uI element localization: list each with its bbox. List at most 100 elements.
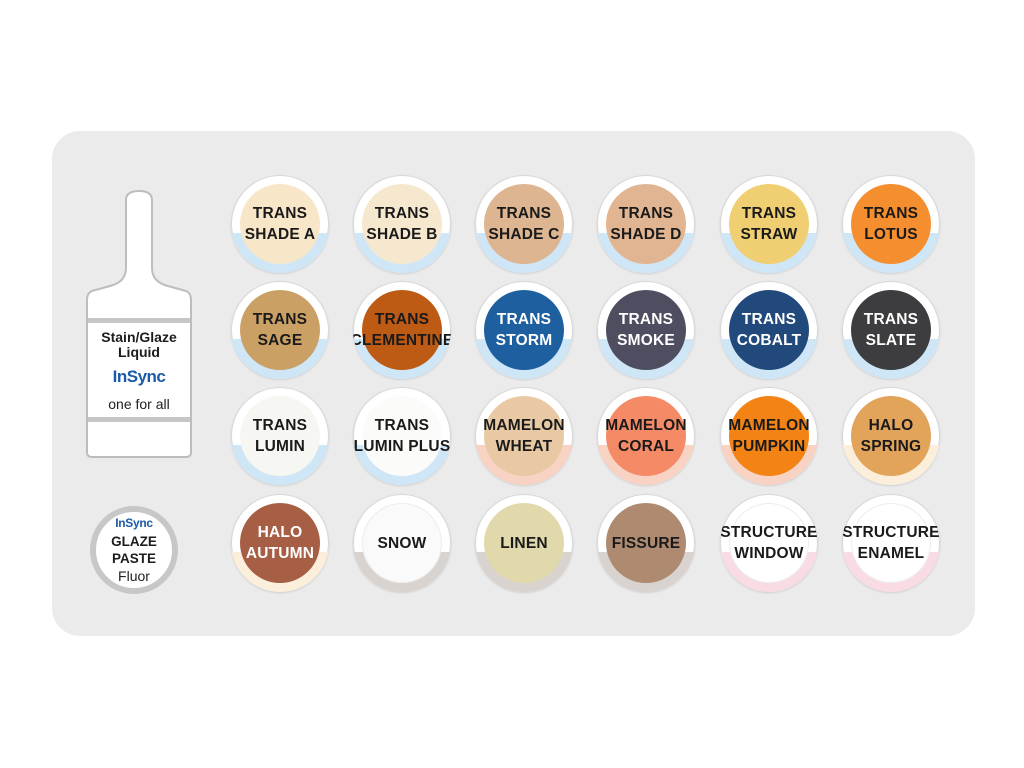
stain-well-label: TRANS SLATE	[842, 281, 940, 379]
stain-well-trans-storm[interactable]: TRANS STORM	[475, 281, 573, 379]
stain-name-line: TRANS	[863, 311, 919, 328]
stain-name-line: PUMPKIN	[732, 438, 806, 455]
paste-brand-logo: InSync	[115, 516, 153, 530]
stain-color-swatch	[729, 290, 809, 370]
stain-name-line: TRANS	[496, 311, 552, 328]
stain-name-line: TRANS	[741, 311, 797, 328]
stain-name-line: SNOW	[377, 534, 427, 552]
stain-well-label: TRANS SHADE C	[475, 175, 573, 273]
stain-color-swatch	[606, 396, 686, 476]
stain-name-line: LOTUS	[864, 226, 918, 243]
stain-well-label: TRANS STRAW	[720, 175, 818, 273]
stain-color-swatch	[484, 503, 564, 583]
stain-color-swatch	[606, 290, 686, 370]
stain-well-trans-lumin[interactable]: TRANS LUMIN	[231, 387, 329, 485]
stain-name-line: HALO	[257, 524, 303, 541]
stain-name-line: LUMIN PLUS	[353, 438, 451, 455]
stain-name-line: TRANS	[618, 311, 674, 328]
stain-well-trans-lumin-plus[interactable]: TRANS LUMIN PLUS	[353, 387, 451, 485]
stain-well-label: TRANS SHADE A	[231, 175, 329, 273]
stain-well-label: STRUCTURE ENAMEL	[842, 494, 940, 592]
stain-well-trans-shade-a[interactable]: TRANS SHADE A	[231, 175, 329, 273]
stain-color-swatch	[851, 184, 931, 264]
stain-name-line: LUMIN	[254, 438, 306, 455]
stain-well-label: LINEN	[475, 494, 573, 592]
stain-well-label: MAMELON WHEAT	[475, 387, 573, 485]
stain-well-label: TRANS LUMIN PLUS	[353, 387, 451, 485]
stain-well-label: TRANS CLEMENTINE	[353, 281, 451, 379]
stain-well-label: TRANS STORM	[475, 281, 573, 379]
paste-label-fluor: Fluor	[118, 568, 150, 584]
stain-color-swatch	[362, 503, 442, 583]
stain-well-label: TRANS SMOKE	[597, 281, 695, 379]
stain-color-swatch	[606, 503, 686, 583]
stain-well-structure-window[interactable]: STRUCTURE WINDOW	[720, 494, 818, 592]
stain-name-line: SHADE B	[366, 226, 438, 243]
stain-well-halo-autumn[interactable]: HALO AUTUMN	[231, 494, 329, 592]
stain-glaze-liquid-vial[interactable]: Stain/Glaze Liquid InSync one for all	[86, 190, 192, 458]
stain-well-trans-shade-c[interactable]: TRANS SHADE C	[475, 175, 573, 273]
stain-name-line: TRANS	[252, 205, 308, 222]
stain-well-trans-straw[interactable]: TRANS STRAW	[720, 175, 818, 273]
stain-name-line: MAMELON	[605, 417, 687, 434]
stain-name-line: TRANS	[374, 205, 430, 222]
stain-color-swatch	[729, 503, 809, 583]
stain-name-line: CLEMENTINE	[353, 332, 451, 349]
vial-tagline: one for all	[108, 396, 170, 412]
stain-name-line: COBALT	[736, 332, 802, 349]
stain-color-swatch	[729, 396, 809, 476]
stain-color-swatch	[484, 184, 564, 264]
stain-well-fissure[interactable]: FISSURE	[597, 494, 695, 592]
stain-well-label: MAMELON CORAL	[597, 387, 695, 485]
stain-well-label: HALO SPRING	[842, 387, 940, 485]
paste-label-line2: PASTE	[111, 551, 156, 566]
stain-well-mamelon-wheat[interactable]: MAMELON WHEAT	[475, 387, 573, 485]
stain-well-label: TRANS COBALT	[720, 281, 818, 379]
paste-label-line1: GLAZE	[111, 534, 157, 549]
glaze-paste-jar[interactable]: InSync GLAZE PASTE Fluor	[90, 506, 178, 594]
stain-well-trans-sage[interactable]: TRANS SAGE	[231, 281, 329, 379]
stain-well-label: TRANS LUMIN	[231, 387, 329, 485]
stain-color-swatch	[240, 290, 320, 370]
stain-well-structure-enamel[interactable]: STRUCTURE ENAMEL	[842, 494, 940, 592]
stain-name-line: WINDOW	[734, 545, 804, 562]
stain-well-label: HALO AUTUMN	[231, 494, 329, 592]
stain-well-mamelon-coral[interactable]: MAMELON CORAL	[597, 387, 695, 485]
stain-color-swatch	[240, 503, 320, 583]
stain-well-trans-clementine[interactable]: TRANS CLEMENTINE	[353, 281, 451, 379]
stain-name-line: STORM	[495, 332, 553, 349]
vial-label-line2: Liquid	[118, 344, 160, 360]
stain-well-trans-shade-d[interactable]: TRANS SHADE D	[597, 175, 695, 273]
stain-name-line: SHADE D	[610, 226, 682, 243]
stain-well-trans-slate[interactable]: TRANS SLATE	[842, 281, 940, 379]
stain-name-line: SPRING	[860, 438, 922, 455]
stain-name-line: HALO	[868, 417, 914, 434]
stain-name-line: TRANS	[252, 311, 308, 328]
stain-well-mamelon-pumpkin[interactable]: MAMELON PUMPKIN	[720, 387, 818, 485]
stain-name-line: STRUCTURE	[720, 524, 818, 541]
vial-label-line1: Stain/Glaze	[101, 329, 177, 345]
stain-color-swatch	[484, 396, 564, 476]
stain-name-line: TRANS	[496, 205, 552, 222]
vial-brand-logo: InSync	[112, 367, 166, 386]
stain-name-line: WHEAT	[495, 438, 553, 455]
stain-name-line: TRANS	[252, 417, 308, 434]
stain-name-line: FISSURE	[611, 534, 681, 552]
stain-well-halo-spring[interactable]: HALO SPRING	[842, 387, 940, 485]
stain-name-line: TRANS	[374, 311, 430, 328]
stain-well-trans-shade-b[interactable]: TRANS SHADE B	[353, 175, 451, 273]
stain-name-line: SHADE C	[488, 226, 560, 243]
stain-well-label: MAMELON PUMPKIN	[720, 387, 818, 485]
stain-name-line: CORAL	[617, 438, 675, 455]
stain-well-trans-cobalt[interactable]: TRANS COBALT	[720, 281, 818, 379]
stain-well-snow[interactable]: SNOW	[353, 494, 451, 592]
stain-name-line: MAMELON	[728, 417, 810, 434]
stain-well-trans-smoke[interactable]: TRANS SMOKE	[597, 281, 695, 379]
stain-well-linen[interactable]: LINEN	[475, 494, 573, 592]
stain-well-trans-lotus[interactable]: TRANS LOTUS	[842, 175, 940, 273]
stain-color-swatch	[362, 396, 442, 476]
stain-well-label: TRANS SAGE	[231, 281, 329, 379]
stain-color-swatch	[729, 184, 809, 264]
stain-name-line: STRUCTURE	[842, 524, 940, 541]
stain-name-line: SAGE	[257, 332, 303, 349]
